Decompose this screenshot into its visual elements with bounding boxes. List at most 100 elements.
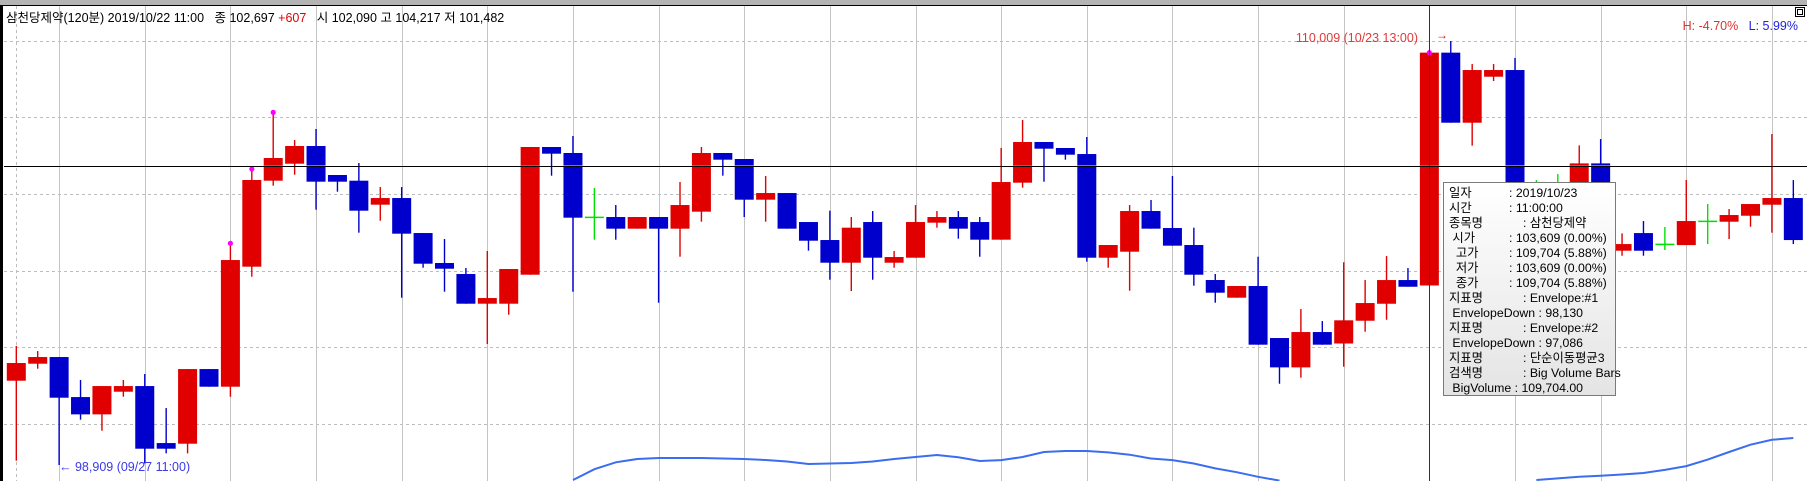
candle-body [1184,245,1204,275]
candle [1162,176,1182,246]
candle-body [413,233,433,264]
tooltip-row: 종가: 109,704 (5.88%) [1449,276,1615,291]
candle [220,243,240,397]
candle-body [841,227,861,263]
tooltip-key: 검색명 [1449,366,1483,380]
high-pct: H: -4.70% [1682,19,1739,33]
tooltip-value: : Envelope:#1 [1523,291,1599,305]
candle-body [1120,211,1140,252]
candle [542,147,562,176]
min-arrow-icon: ← [59,460,72,474]
candle [756,176,776,222]
candle-body [49,357,69,398]
tooltip-value: : Envelope:#2 [1523,321,1599,335]
bar-info-tooltip: 일자: 2019/10/23 시간: 11:00:00 종목명: 삼천당제약 시가:… [1443,182,1621,396]
candle [1120,205,1140,291]
max-arrow-icon: → [1436,28,1448,42]
candle-body [691,153,711,212]
candle-body [1484,70,1504,77]
candle-body [370,198,390,205]
candle-body [349,180,369,211]
candle-body [863,222,883,258]
candle [92,386,112,431]
candle-body [327,175,347,182]
candle [734,158,754,218]
candles [6,41,1803,466]
candle [1762,134,1782,233]
candle-body [242,180,262,267]
candle-body [1441,52,1461,123]
candle [370,187,390,221]
tooltip-row: EnvelopeDown : 98,130 [1449,306,1615,321]
tooltip-row: 시간: 11:00:00 [1449,201,1615,216]
tooltip-key: EnvelopeDown [1449,336,1536,350]
crosshair [4,6,1807,481]
candle-body [991,182,1011,240]
candle-body [1462,70,1482,123]
candle [435,239,454,292]
candle [584,188,604,240]
candle-body [1141,211,1161,229]
candle-body [906,222,926,258]
candle [1462,64,1482,146]
left-border [0,6,3,481]
tooltip-key: 지표명 [1449,291,1483,305]
high-marker [227,240,233,246]
candle [392,187,412,298]
candle-body [756,193,776,200]
tooltip-key: 저가 [1449,261,1479,275]
candle-body [1269,338,1289,368]
candle [1377,256,1397,320]
candle-body [1719,215,1739,222]
candle [1655,227,1675,251]
range-stats: H: -4.70% L: 5.99% [1683,19,1798,33]
candle-body [1633,233,1653,251]
candle [285,140,305,175]
toolbar-strip [0,0,1807,6]
close-value: 102,697 [229,11,275,25]
tooltip-key: 고가 [1449,246,1479,260]
candle [1484,64,1504,82]
candle-body [1676,221,1696,246]
candle-body [156,443,176,449]
candle-body [1055,147,1075,155]
candle [927,211,947,228]
candle-body [1205,280,1225,293]
candle [1741,204,1761,227]
candle [1398,268,1418,287]
tooltip-value: : 단순이동평균3 [1523,351,1605,365]
candle-body [777,193,797,229]
tooltip-key: BigVolume [1449,381,1512,395]
candle-body [1377,280,1397,304]
candle-body [563,153,583,218]
min-price-label: ← 98,909 (09/27 11:00) [59,460,190,474]
high-label: 고 [380,11,392,25]
candle-body [1034,142,1054,149]
candle [1227,286,1247,298]
candle [199,369,219,387]
tooltip-value: : Big Volume Bars [1523,366,1621,380]
candle [649,217,669,303]
candle [777,193,797,229]
candle-body [1334,320,1354,344]
candle [1077,136,1097,262]
candle [691,147,711,222]
candle [49,357,69,466]
candle-body [1227,286,1247,298]
envelope-down-line [1536,437,1794,481]
tooltip-value: : 97,086 [1535,336,1584,350]
candle [863,211,883,280]
tooltip-key: 시간 [1449,201,1472,215]
candle-body [1783,198,1803,241]
candle [1783,180,1803,245]
close-label: 종 [214,11,226,25]
candle-body [263,158,283,181]
open-label: 시 [316,11,329,25]
candle [841,217,861,292]
candle-body [1248,286,1268,345]
maximize-icon[interactable] [1795,7,1805,17]
bar-datetime: 2019/10/22 11:00 [107,11,205,25]
candle-body [606,217,626,229]
candle-body [1098,245,1118,258]
